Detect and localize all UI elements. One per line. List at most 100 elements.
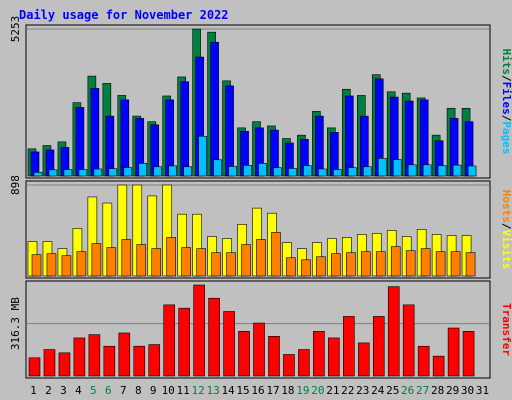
bar-pages-day-16 xyxy=(258,163,267,177)
bar-pages-day-5 xyxy=(93,168,103,177)
bar-transfer-day-10 xyxy=(163,304,176,377)
legend-pages: Pages xyxy=(500,121,512,154)
bar-files-day-4 xyxy=(75,107,85,177)
x-tick-label: 30 xyxy=(461,384,474,397)
legend-hits: Hits xyxy=(500,49,512,76)
x-tick-label: 24 xyxy=(371,384,385,397)
x-tick-label: 10 xyxy=(162,384,175,397)
x-tick-label: 15 xyxy=(236,384,249,397)
legend-visits: Visits xyxy=(500,230,512,270)
x-tick-label: 22 xyxy=(341,384,354,397)
bar-pages-day-6 xyxy=(108,168,118,177)
bar-transfer-day-21 xyxy=(328,337,340,377)
label-separator: / xyxy=(500,75,512,82)
x-tick-label: 31 xyxy=(476,384,489,397)
x-tick-label: 14 xyxy=(221,384,235,397)
bar-pages-day-29 xyxy=(452,164,462,177)
bar-hosts-day-1 xyxy=(31,254,42,277)
label-separator: / xyxy=(500,223,512,230)
bar-hosts-day-9 xyxy=(151,248,162,277)
bar-hosts-day-16 xyxy=(256,239,266,277)
bar-hosts-day-4 xyxy=(76,251,87,277)
x-tick-label: 28 xyxy=(431,384,444,397)
x-tick-label: 4 xyxy=(75,384,82,397)
x-tick-label: 1 xyxy=(30,384,37,397)
bar-hosts-day-17 xyxy=(271,232,281,277)
x-tick-label: 13 xyxy=(206,384,219,397)
bar-pages-day-1 xyxy=(33,172,43,177)
bar-transfer-day-28 xyxy=(432,355,445,377)
bar-transfer-day-1 xyxy=(28,357,41,377)
bar-files-day-5 xyxy=(90,88,100,177)
x-tick-label: 6 xyxy=(105,384,112,397)
bar-pages-day-20 xyxy=(318,168,327,177)
bar-transfer-day-11 xyxy=(178,307,190,377)
bar-transfer-day-6 xyxy=(103,345,116,377)
y-tick-label: 898 xyxy=(9,175,22,195)
bar-hosts-day-7 xyxy=(121,239,132,277)
bar-pages-day-14 xyxy=(228,166,237,177)
bar-transfer-day-27 xyxy=(417,345,430,377)
bar-pages-day-24 xyxy=(377,158,387,177)
x-tick-label: 25 xyxy=(386,384,399,397)
bar-hosts-day-26 xyxy=(405,250,416,277)
bar-hosts-day-8 xyxy=(136,244,147,277)
x-tick-label: 8 xyxy=(135,384,142,397)
bar-transfer-day-2 xyxy=(43,349,56,377)
x-tick-label: 17 xyxy=(266,384,279,397)
bar-pages-day-22 xyxy=(348,167,357,177)
bar-pages-day-28 xyxy=(437,165,447,177)
bar-pages-day-12 xyxy=(198,135,207,177)
bar-pages-day-3 xyxy=(63,169,73,177)
chart-title: Daily usage for November 2022 xyxy=(19,8,229,22)
x-tick-label: 21 xyxy=(326,384,339,397)
x-tick-label: 7 xyxy=(120,384,127,397)
x-tick-label: 19 xyxy=(296,384,309,397)
bar-files-day-7 xyxy=(120,99,130,177)
bar-pages-day-27 xyxy=(422,164,432,177)
bar-transfer-day-9 xyxy=(148,344,161,377)
bar-pages-day-7 xyxy=(123,167,133,177)
bar-files-day-6 xyxy=(105,115,115,177)
bar-hosts-day-28 xyxy=(435,251,446,277)
bars xyxy=(27,184,476,277)
x-tick-label: 11 xyxy=(177,384,190,397)
bar-files-day-20 xyxy=(315,115,324,177)
bar-hosts-day-27 xyxy=(420,248,431,277)
bar-pages-day-26 xyxy=(407,164,417,177)
bar-pages-day-11 xyxy=(183,166,192,177)
bar-pages-day-2 xyxy=(48,169,58,177)
bar-hosts-day-10 xyxy=(166,237,177,277)
legend-transfer: Transfer xyxy=(500,303,512,356)
bar-hosts-day-19 xyxy=(301,259,311,277)
bar-transfer-day-13 xyxy=(208,297,220,377)
bar-pages-day-8 xyxy=(138,163,148,177)
bar-pages-day-30 xyxy=(467,165,477,177)
bar-pages-day-23 xyxy=(362,166,372,177)
x-tick-label: 29 xyxy=(446,384,459,397)
panel-side-label: Hosts/Visits xyxy=(500,190,512,270)
x-axis: 1 2 3 4 5 6 7 8 9 10 11 12 13 14 15 16 17 18 19 20 21 22 23 24 2… xyxy=(30,384,489,397)
bar-pages-day-17 xyxy=(273,167,282,177)
y-tick-label: 5253 xyxy=(9,16,22,43)
panel-side-label: Hits/Files/Pages xyxy=(500,49,512,155)
bar-hosts-day-14 xyxy=(226,252,236,277)
x-tick-label: 16 xyxy=(251,384,264,397)
x-tick-label: 9 xyxy=(150,384,157,397)
panel-transfer: 316.3 MB Transfer xyxy=(9,280,512,379)
bar-transfer-day-20 xyxy=(313,331,325,377)
bar-hosts-day-13 xyxy=(211,252,221,277)
x-tick-label: 2 xyxy=(45,384,52,397)
panel-hosts-visits: 898 Hosts/Visits xyxy=(9,175,512,279)
legend-hosts: Hosts xyxy=(500,190,512,223)
bar-pages-day-18 xyxy=(288,168,297,177)
legend-files: Files xyxy=(500,82,512,115)
bar-hosts-day-24 xyxy=(375,251,386,277)
x-tick-label: 3 xyxy=(60,384,67,397)
bar-hosts-day-20 xyxy=(316,256,326,277)
bar-transfer-day-26 xyxy=(402,304,415,377)
bar-hosts-day-30 xyxy=(465,252,476,277)
chart-panels: 5253Hits/Files/Pages898Hosts/Visits316.3… xyxy=(9,16,512,379)
